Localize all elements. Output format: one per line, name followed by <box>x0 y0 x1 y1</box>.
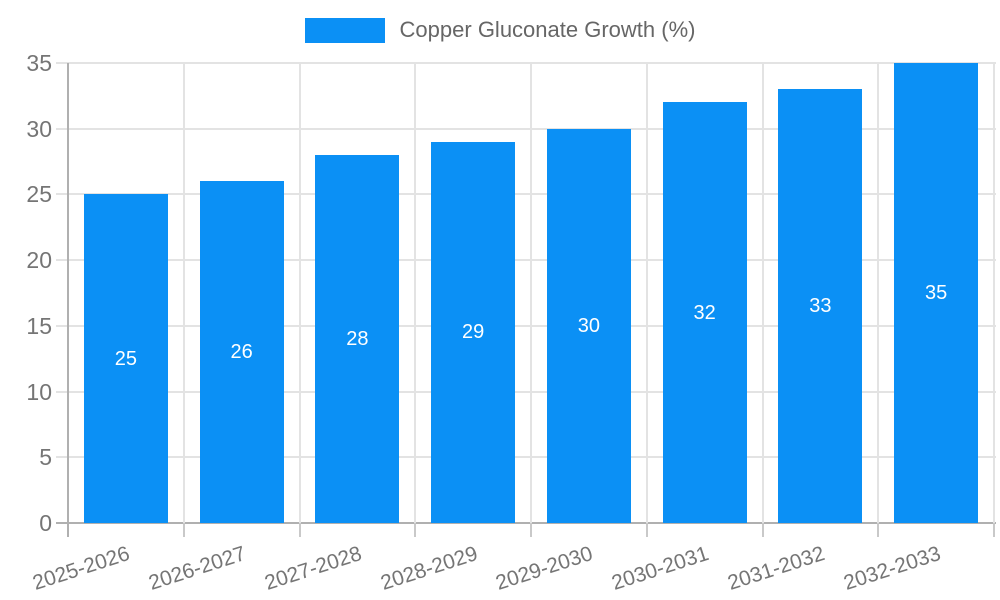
x-axis-label: 2031-2032 <box>724 542 828 595</box>
bar-value-label: 29 <box>462 321 485 344</box>
x-axis-label: 2030-2031 <box>609 542 712 595</box>
h-gridline <box>56 193 996 196</box>
x-axis-label: 2032-2033 <box>840 542 944 595</box>
bar-value-label: 35 <box>925 282 948 304</box>
x-axis-line <box>56 522 996 524</box>
y-axis-tick-label: 25 <box>26 181 52 208</box>
x-axis-tick <box>993 523 995 537</box>
y-axis-tick-label: 10 <box>26 378 52 405</box>
bar-value-label: 25 <box>114 347 137 370</box>
bar[interactable] <box>894 63 979 523</box>
x-axis-label: 2025-2026 <box>30 542 133 595</box>
bar[interactable] <box>778 89 863 523</box>
bar-value-label: 32 <box>693 301 716 324</box>
x-axis-tick <box>761 523 764 537</box>
y-axis-tick-label: 30 <box>26 115 52 142</box>
legend-label: Copper Gluconate Growth (%) <box>399 17 696 42</box>
h-gridline <box>56 62 996 64</box>
h-gridline <box>56 127 996 130</box>
v-gridline <box>414 63 417 523</box>
bar[interactable] <box>315 155 400 523</box>
bar-value-label: 28 <box>346 328 369 350</box>
h-gridline <box>56 456 996 459</box>
v-gridline <box>761 63 764 523</box>
v-gridline <box>530 63 532 523</box>
x-axis-tick <box>530 523 532 537</box>
v-gridline <box>645 63 648 523</box>
legend-swatch <box>304 17 385 43</box>
h-gridline <box>56 324 996 327</box>
bar-value-label: 30 <box>577 314 600 337</box>
x-axis-tick <box>645 523 648 537</box>
x-axis-tick <box>877 523 880 537</box>
x-axis-tick <box>298 523 301 537</box>
v-gridline <box>877 63 880 523</box>
bar-value-label: 26 <box>230 341 253 364</box>
bar[interactable] <box>662 102 747 523</box>
x-axis-label: 2026-2027 <box>146 542 249 595</box>
y-axis-line <box>67 63 69 537</box>
y-axis-tick-label: 0 <box>39 510 52 536</box>
h-gridline <box>56 259 996 262</box>
bar-value-label: 33 <box>809 295 832 318</box>
h-gridline <box>56 390 996 393</box>
y-axis-tick-label: 5 <box>39 444 52 471</box>
y-axis-tick-label: 20 <box>26 247 52 274</box>
chart-legend[interactable]: Copper Gluconate Growth (%) <box>0 17 1000 43</box>
bar[interactable] <box>199 181 284 523</box>
v-gridline <box>993 63 995 523</box>
bar[interactable] <box>546 128 631 523</box>
bar[interactable] <box>83 194 168 523</box>
x-axis-tick <box>182 523 185 537</box>
v-gridline <box>182 63 185 523</box>
bar[interactable] <box>431 141 516 523</box>
x-axis-label: 2029-2030 <box>493 542 596 595</box>
x-axis-label: 2028-2029 <box>377 542 481 595</box>
y-axis-tick-label: 35 <box>26 50 52 76</box>
y-axis-tick-label: 15 <box>26 312 52 339</box>
x-axis-tick <box>414 523 417 537</box>
x-axis-label: 2027-2028 <box>261 542 365 595</box>
v-gridline <box>298 63 301 523</box>
